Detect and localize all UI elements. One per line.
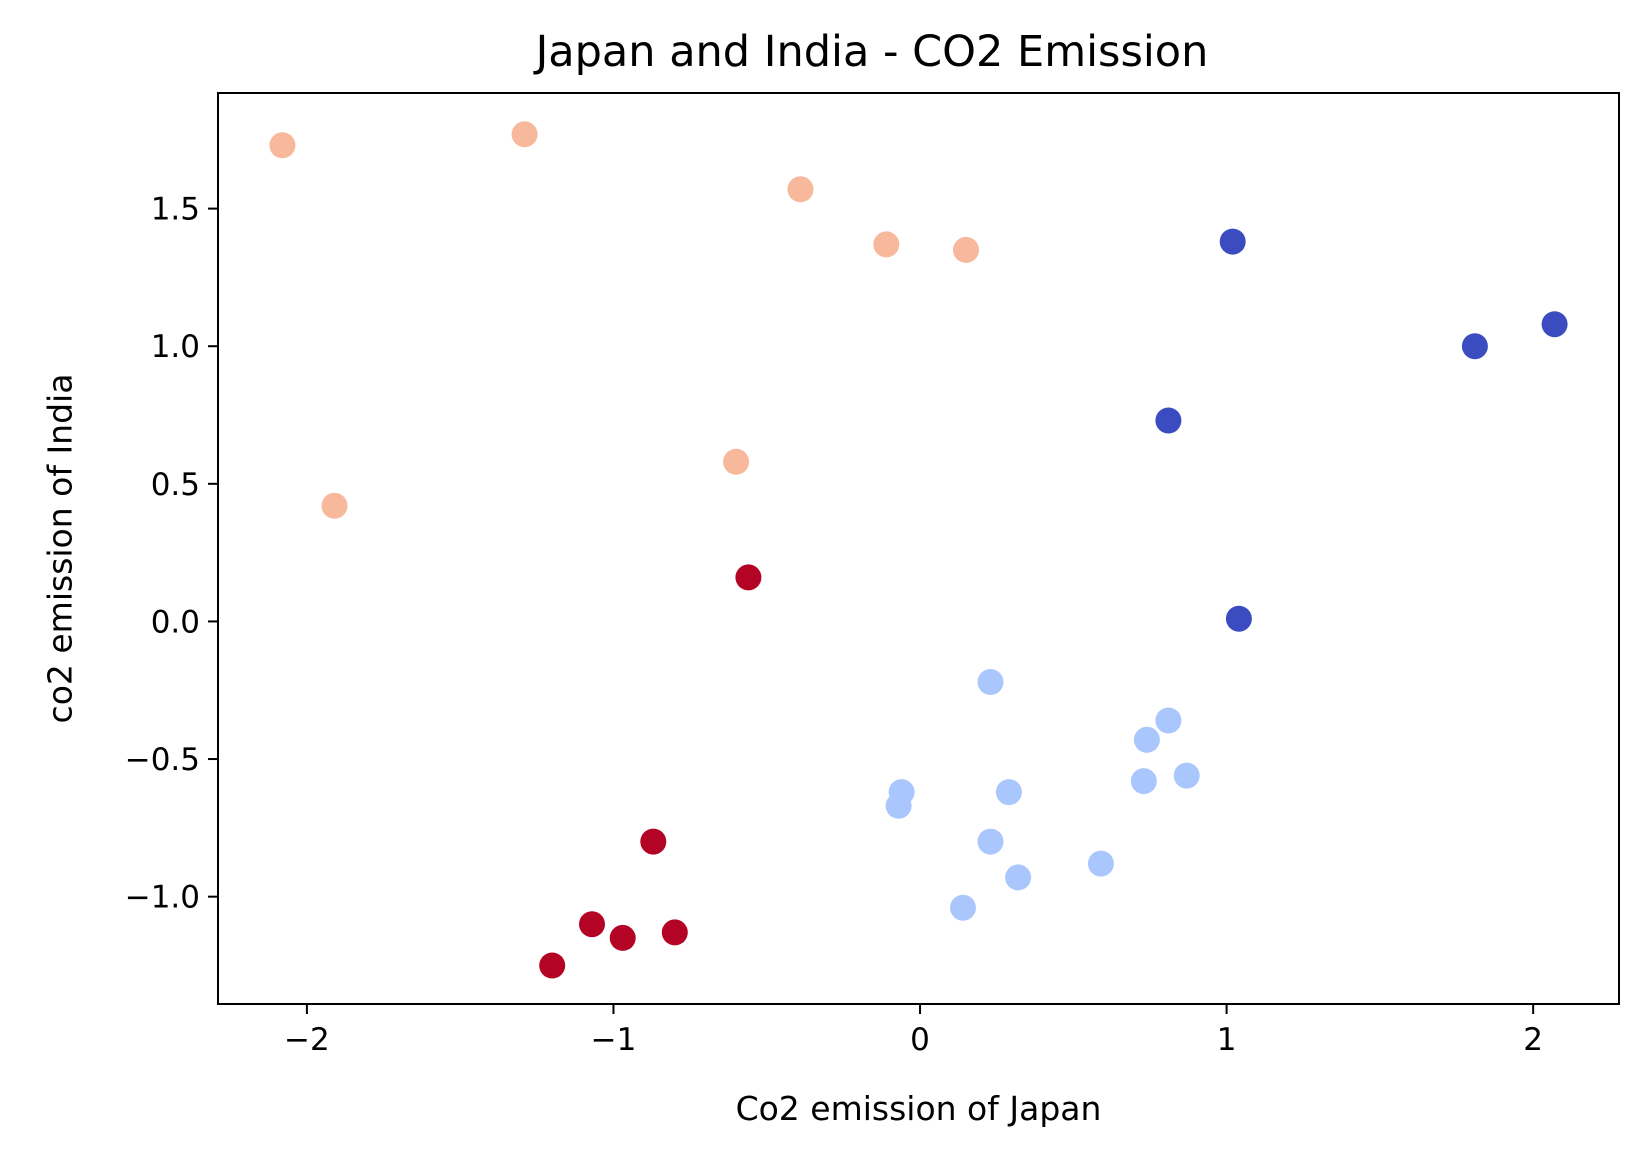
y-axis-ticks: −1.0 −0.5 0.0 0.5 1.0 1.5 [125, 192, 218, 916]
y-tick-label-2: −0.5 [125, 742, 200, 778]
data-point-3 [1461, 333, 1488, 360]
data-point-14 [977, 828, 1004, 855]
data-point-30 [539, 952, 566, 979]
y-tick-label-1: −1.0 [125, 880, 200, 916]
data-point-29 [661, 919, 688, 946]
data-point-12 [995, 779, 1022, 806]
y-tick-label-3: 0.0 [151, 604, 200, 640]
data-point-17 [950, 894, 976, 921]
data-point-5 [1225, 605, 1252, 632]
y-tick-label-4: 0.5 [151, 467, 200, 503]
y-tick-label-6: 1.5 [151, 192, 200, 228]
x-axis-ticks: −2 −1 0 1 2 [284, 1004, 1543, 1058]
data-point-1 [1219, 228, 1246, 255]
data-point-13 [885, 792, 912, 819]
y-tick-label-5: 1.0 [151, 329, 200, 365]
y-axis-label: co2 emission of India [41, 374, 80, 724]
data-point-21 [873, 231, 900, 258]
data-point-16 [1005, 864, 1032, 891]
data-point-19 [511, 121, 538, 148]
x-axis-label: Co2 emission of Japan [736, 1089, 1102, 1128]
data-point-26 [640, 828, 667, 855]
plot-frame [217, 92, 1620, 1005]
data-point-9 [1173, 762, 1200, 789]
data-point-18 [269, 132, 296, 159]
data-point-20 [787, 176, 814, 203]
data-point-6 [977, 669, 1004, 695]
data-point-15 [1087, 850, 1114, 877]
x-tick-label-4: 1 [1217, 1022, 1237, 1058]
data-point-4 [1155, 407, 1182, 434]
data-point-23 [723, 448, 750, 475]
chart-title: Japan and India - CO2 Emission [533, 27, 1209, 77]
data-point-7 [1155, 707, 1182, 734]
data-point-8 [1133, 726, 1160, 753]
points-layer [269, 121, 1568, 979]
data-point-10 [1130, 768, 1157, 795]
x-tick-label-2: −1 [591, 1022, 637, 1058]
data-point-27 [579, 911, 605, 938]
data-point-28 [609, 924, 636, 951]
data-point-25 [735, 564, 762, 591]
x-tick-label-5: 2 [1523, 1022, 1543, 1058]
data-point-24 [321, 492, 348, 519]
data-point-22 [953, 236, 979, 263]
data-point-2 [1541, 311, 1568, 338]
x-tick-label-3: 0 [910, 1022, 930, 1058]
x-tick-label-1: −2 [284, 1022, 330, 1058]
